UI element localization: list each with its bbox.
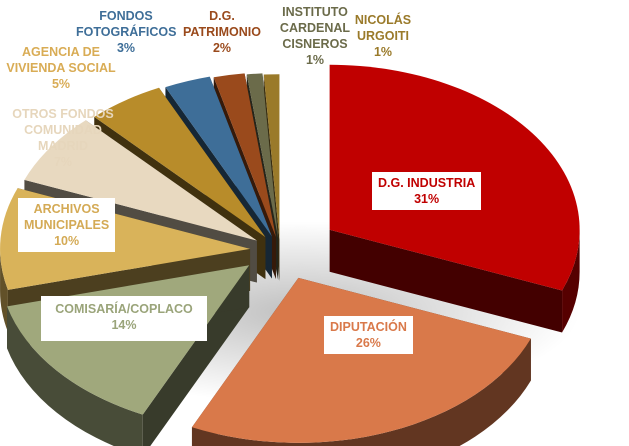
label-dg-patrimonio: D.G. PATRIMONIO 2% bbox=[182, 9, 261, 55]
label-instituto-cardenal-cisneros: INSTITUTO CARDENAL CISNEROS 1% bbox=[279, 5, 351, 67]
pie-slice bbox=[191, 277, 531, 446]
label-diputacion: DIPUTACIÓN 26% bbox=[324, 316, 413, 354]
label-otros-fondos: OTROS FONDOS COMUNIDAD MADRID 7% bbox=[12, 107, 114, 169]
pie-slices bbox=[0, 64, 580, 446]
label-comisaria-coplaco: COMISARÍA/COPLACO 14% bbox=[41, 296, 207, 341]
label-nicolas-urgoiti: NICOLÁS URGOITI 1% bbox=[354, 13, 412, 59]
label-archivos-municipales: ARCHIVOS MUNICIPALES 10% bbox=[18, 198, 116, 252]
label-fondos-fotograficos: FONDOS FOTOGRÁFICOS 3% bbox=[76, 9, 177, 55]
label-agencia-vivienda: AGENCIA DE VIVIENDA SOCIAL 5% bbox=[6, 45, 116, 91]
label-dg-industria: D.G. INDUSTRIA 31% bbox=[372, 172, 482, 210]
